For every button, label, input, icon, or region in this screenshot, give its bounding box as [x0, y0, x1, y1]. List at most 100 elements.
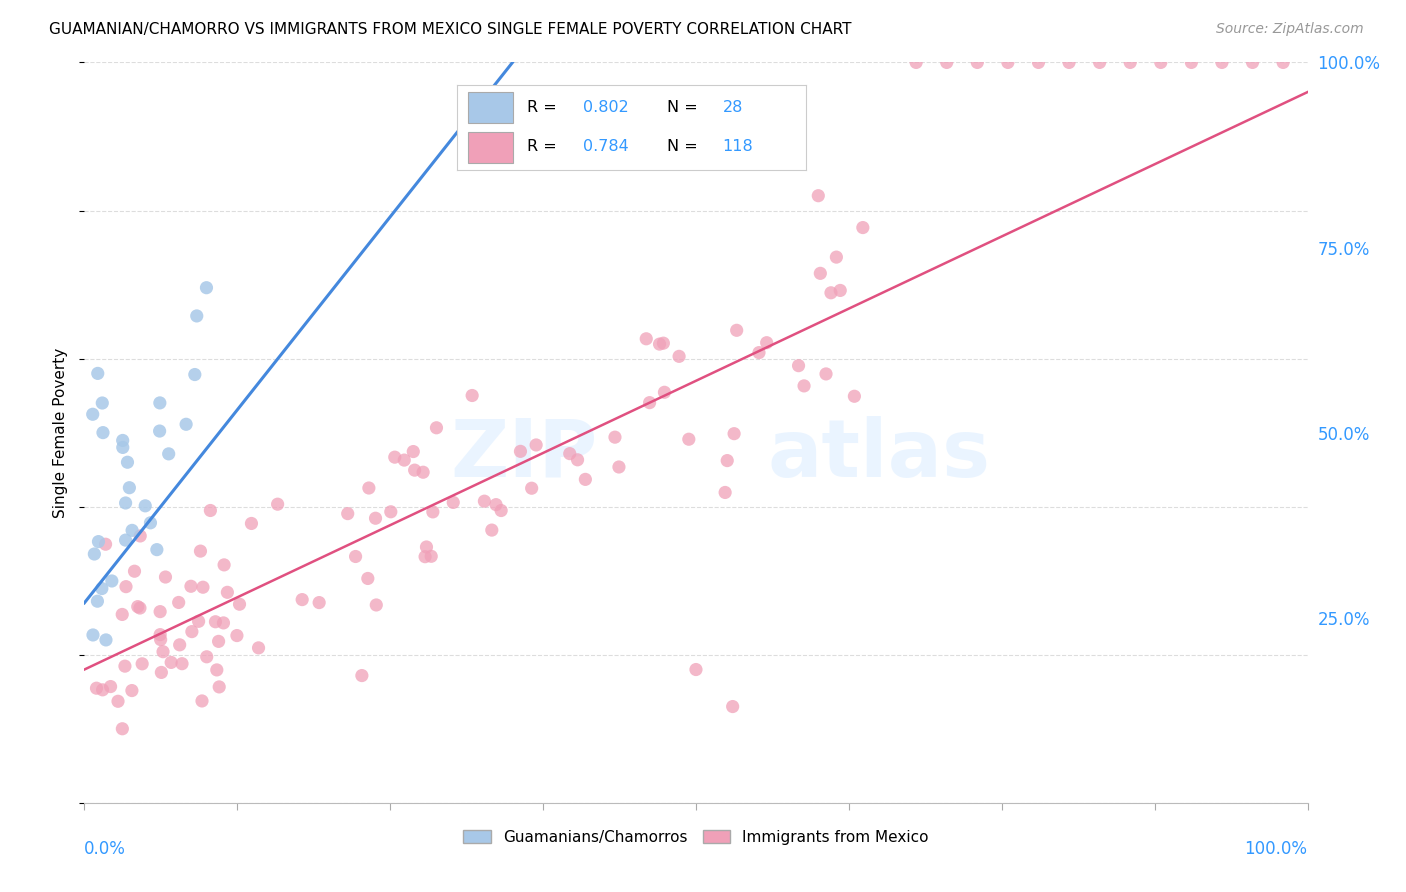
Point — [574, 472, 596, 486]
Point — [807, 188, 830, 202]
Point — [91, 682, 114, 697]
Point — [155, 570, 177, 584]
Point — [240, 516, 263, 531]
Point — [118, 481, 141, 495]
Point — [228, 597, 250, 611]
Point — [150, 665, 173, 680]
Point — [114, 659, 136, 673]
Text: atlas: atlas — [768, 416, 991, 494]
Point — [107, 694, 129, 708]
Point — [87, 534, 110, 549]
Point — [191, 694, 214, 708]
Point — [149, 396, 172, 410]
Point — [308, 596, 330, 610]
Point — [668, 349, 690, 363]
Point — [100, 680, 122, 694]
Point — [935, 55, 957, 70]
Point — [412, 465, 434, 479]
Point — [170, 657, 193, 671]
Point — [820, 285, 842, 300]
Point — [86, 594, 108, 608]
Point — [1272, 55, 1295, 70]
Point — [117, 455, 139, 469]
Point — [195, 281, 218, 295]
Point — [291, 592, 314, 607]
Point — [844, 389, 866, 403]
Point — [212, 558, 235, 572]
Point — [415, 540, 437, 554]
Point — [180, 579, 202, 593]
Point — [152, 645, 174, 659]
Point — [169, 638, 191, 652]
Point — [509, 444, 531, 458]
Text: 0.0%: 0.0% — [84, 840, 127, 858]
Point — [420, 549, 443, 564]
Point — [114, 533, 136, 547]
Legend: Guamanians/Chamorros, Immigrants from Mexico: Guamanians/Chamorros, Immigrants from Me… — [457, 823, 935, 851]
Point — [1028, 55, 1050, 70]
Point — [247, 640, 270, 655]
Point — [87, 367, 110, 381]
Point — [1180, 55, 1202, 70]
Point — [266, 497, 288, 511]
Point — [94, 632, 117, 647]
Point — [966, 55, 988, 70]
Point — [384, 450, 406, 465]
Point — [524, 438, 547, 452]
Point — [723, 426, 745, 441]
Point — [425, 421, 447, 435]
Point — [149, 627, 172, 641]
Point — [157, 447, 180, 461]
Point — [607, 460, 630, 475]
Point — [474, 494, 496, 508]
Point — [648, 337, 671, 351]
Point — [1119, 55, 1142, 70]
Point — [725, 323, 748, 337]
Point — [808, 266, 831, 280]
Point — [207, 634, 229, 648]
Point — [191, 580, 214, 594]
Point — [793, 379, 815, 393]
Point — [208, 680, 231, 694]
Point — [422, 505, 444, 519]
Point — [91, 425, 114, 440]
Point — [1057, 55, 1080, 70]
Point — [205, 663, 228, 677]
Point — [344, 549, 367, 564]
Point — [149, 632, 172, 647]
Point — [394, 453, 416, 467]
Point — [336, 507, 359, 521]
Point — [146, 542, 169, 557]
Point — [815, 367, 838, 381]
Point — [195, 649, 218, 664]
Text: GUAMANIAN/CHAMORRO VS IMMIGRANTS FROM MEXICO SINGLE FEMALE POVERTY CORRELATION C: GUAMANIAN/CHAMORRO VS IMMIGRANTS FROM ME… — [49, 22, 852, 37]
Point — [86, 681, 108, 696]
Point — [404, 463, 426, 477]
Text: 100.0%: 100.0% — [1244, 840, 1308, 858]
Point — [167, 595, 190, 609]
Point — [111, 722, 134, 736]
Point — [402, 444, 425, 458]
Point — [350, 668, 373, 682]
Point — [190, 544, 212, 558]
Point — [82, 628, 104, 642]
Point — [714, 485, 737, 500]
Point — [114, 496, 136, 510]
Point — [852, 220, 875, 235]
Point — [111, 607, 134, 622]
Point — [652, 336, 675, 351]
Point — [212, 615, 235, 630]
Point — [83, 547, 105, 561]
Point — [121, 524, 143, 538]
Text: ZIP: ZIP — [451, 416, 598, 494]
Point — [461, 388, 484, 402]
Point — [441, 495, 464, 509]
Point — [91, 396, 114, 410]
Point — [160, 656, 183, 670]
Point — [149, 424, 172, 438]
Point — [489, 503, 512, 517]
Point — [186, 309, 208, 323]
Point — [121, 683, 143, 698]
Point — [636, 332, 658, 346]
Point — [115, 580, 138, 594]
